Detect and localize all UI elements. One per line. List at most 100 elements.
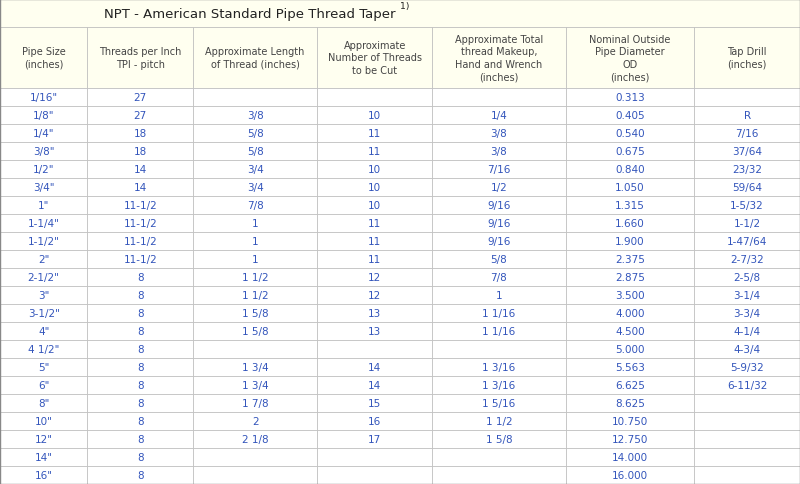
Bar [566, 232, 694, 250]
Bar [193, 268, 318, 287]
Text: 1 3/4: 1 3/4 [242, 380, 269, 390]
Text: 3.500: 3.500 [615, 290, 645, 300]
Bar [0, 304, 87, 322]
Text: 14: 14 [368, 380, 382, 390]
Bar [566, 340, 694, 358]
Text: 11-1/2: 11-1/2 [123, 236, 157, 246]
Bar [193, 161, 318, 179]
Text: Approximate Length
of Thread (inches): Approximate Length of Thread (inches) [206, 47, 305, 70]
Text: 2-7/32: 2-7/32 [730, 254, 764, 264]
Bar [318, 214, 432, 232]
Bar [566, 197, 694, 214]
Text: 1 5/16: 1 5/16 [482, 398, 515, 408]
Bar [87, 448, 193, 466]
Text: 3/8: 3/8 [490, 129, 507, 138]
Text: 9/16: 9/16 [487, 236, 510, 246]
Text: 6-11/32: 6-11/32 [727, 380, 767, 390]
Bar [87, 340, 193, 358]
Bar [694, 412, 800, 430]
Bar [87, 304, 193, 322]
Bar [318, 466, 432, 484]
Text: 11: 11 [368, 236, 382, 246]
Text: 9/16: 9/16 [487, 218, 510, 228]
Text: 27: 27 [134, 92, 147, 103]
Bar [193, 376, 318, 394]
Text: 10: 10 [368, 165, 382, 174]
Text: 11-1/2: 11-1/2 [123, 200, 157, 211]
Bar [318, 142, 432, 161]
Text: 5": 5" [38, 362, 50, 372]
Bar [0, 106, 87, 124]
Text: 8: 8 [137, 272, 143, 282]
Bar [432, 322, 566, 340]
Bar [432, 179, 566, 197]
Text: 0.313: 0.313 [615, 92, 645, 103]
Bar [694, 142, 800, 161]
Text: 12.750: 12.750 [612, 434, 648, 444]
Bar [318, 340, 432, 358]
Text: 3/8": 3/8" [33, 147, 54, 156]
Text: 10": 10" [34, 416, 53, 426]
Bar [432, 304, 566, 322]
Text: 3-1/2": 3-1/2" [28, 308, 60, 318]
Text: 8: 8 [137, 344, 143, 354]
Bar [694, 197, 800, 214]
Text: 8: 8 [137, 416, 143, 426]
Bar [566, 106, 694, 124]
Text: 1 5/8: 1 5/8 [486, 434, 512, 444]
Bar [432, 287, 566, 304]
Text: Approximate
Number of Threads
to be Cut: Approximate Number of Threads to be Cut [328, 41, 422, 76]
Text: 5/8: 5/8 [246, 147, 263, 156]
Bar [193, 106, 318, 124]
Text: 11: 11 [368, 254, 382, 264]
Bar [432, 394, 566, 412]
Bar [694, 340, 800, 358]
Text: 16": 16" [34, 470, 53, 480]
Bar [193, 358, 318, 376]
Bar [318, 376, 432, 394]
Text: 8: 8 [137, 452, 143, 462]
Bar [694, 28, 800, 89]
Text: 1 5/8: 1 5/8 [242, 326, 269, 336]
Bar [432, 376, 566, 394]
Bar [0, 268, 87, 287]
Bar [0, 124, 87, 142]
Bar [193, 250, 318, 268]
Text: 3/8: 3/8 [490, 147, 507, 156]
Bar [694, 106, 800, 124]
Text: 1/4: 1/4 [490, 110, 507, 121]
Bar [432, 197, 566, 214]
Text: 1: 1 [252, 236, 258, 246]
Bar [318, 179, 432, 197]
Bar [193, 287, 318, 304]
Text: 1 5/8: 1 5/8 [242, 308, 269, 318]
Text: 12: 12 [368, 272, 382, 282]
Bar [87, 412, 193, 430]
Bar [566, 304, 694, 322]
Bar [193, 214, 318, 232]
Bar [193, 197, 318, 214]
Bar [193, 89, 318, 106]
Text: 8: 8 [137, 380, 143, 390]
Text: 12": 12" [34, 434, 53, 444]
Bar [566, 214, 694, 232]
Bar [566, 142, 694, 161]
Bar [566, 28, 694, 89]
Text: R: R [743, 110, 750, 121]
Text: 14": 14" [34, 452, 53, 462]
Text: 1/8": 1/8" [33, 110, 54, 121]
Bar [318, 232, 432, 250]
Bar [694, 214, 800, 232]
Bar [193, 232, 318, 250]
Bar [0, 197, 87, 214]
Bar [87, 322, 193, 340]
Text: 11: 11 [368, 147, 382, 156]
Bar [193, 430, 318, 448]
Bar [87, 430, 193, 448]
Text: 6.625: 6.625 [615, 380, 645, 390]
Bar [566, 161, 694, 179]
Text: 10.750: 10.750 [612, 416, 648, 426]
Bar [0, 250, 87, 268]
Bar [566, 322, 694, 340]
Bar [0, 287, 87, 304]
